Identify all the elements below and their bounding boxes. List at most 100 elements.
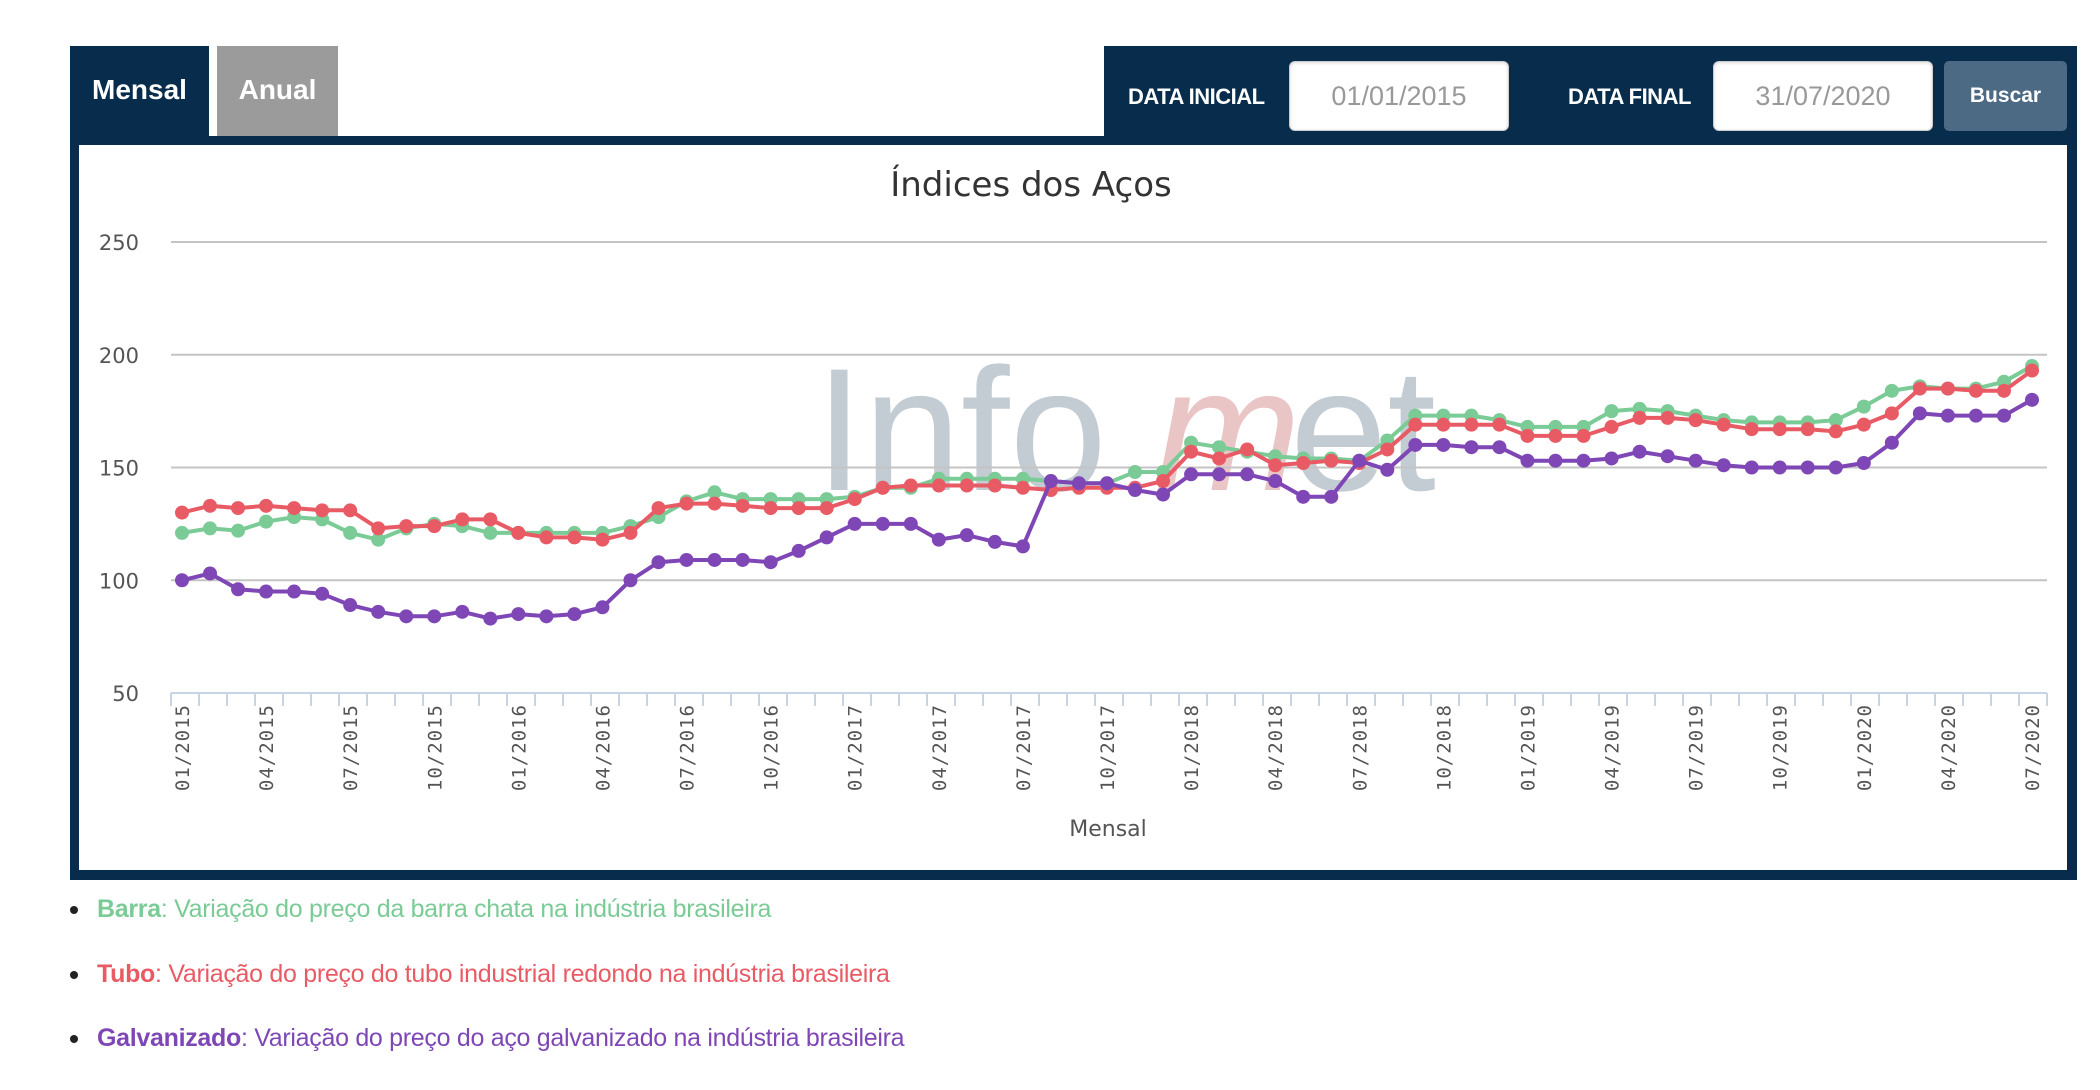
data-point — [1968, 383, 1983, 398]
data-point — [903, 478, 918, 493]
data-point — [483, 525, 498, 540]
data-point — [1128, 465, 1143, 480]
data-point — [399, 609, 414, 624]
x-tick-label: 07/2019 — [1686, 704, 1708, 791]
data-point — [595, 532, 610, 547]
data-point — [455, 512, 470, 527]
data-point — [1184, 444, 1199, 459]
data-point — [175, 573, 189, 588]
data-point — [1464, 440, 1479, 455]
tab-anual[interactable]: Anual — [217, 46, 338, 136]
data-point — [511, 607, 526, 622]
data-point — [1688, 453, 1703, 468]
data-point — [847, 492, 862, 507]
legend-item-tubo: Tubo: Variação do preço do tubo industri… — [70, 960, 890, 989]
data-point — [1212, 467, 1227, 482]
data-point — [1296, 455, 1311, 470]
data-point — [371, 604, 386, 619]
data-point — [1800, 460, 1815, 475]
data-point — [1128, 483, 1143, 498]
data-point — [343, 598, 358, 613]
end-date-input[interactable] — [1713, 61, 1933, 131]
data-point — [735, 498, 750, 513]
x-tick-label: 10/2015 — [424, 704, 446, 791]
data-point — [1968, 408, 1983, 423]
data-point — [1912, 381, 1927, 396]
data-point — [1688, 413, 1703, 428]
data-point — [903, 516, 918, 531]
data-point — [483, 512, 498, 527]
data-point — [1940, 381, 1955, 396]
data-point — [1492, 440, 1507, 455]
tab-mensal[interactable]: Mensal — [70, 46, 209, 136]
data-point — [1380, 462, 1395, 477]
data-point — [987, 534, 1002, 549]
data-point — [1520, 453, 1535, 468]
data-point — [707, 552, 722, 567]
data-point — [1744, 422, 1759, 437]
data-point — [1884, 406, 1899, 421]
x-tick-label: 01/2017 — [845, 704, 867, 791]
data-point — [2025, 363, 2039, 378]
data-point — [959, 528, 974, 543]
data-point — [651, 501, 666, 516]
x-tick-label: 04/2017 — [929, 704, 951, 791]
series-tubo — [175, 363, 2039, 547]
data-point — [1576, 428, 1591, 443]
data-point — [1576, 453, 1591, 468]
data-point — [1632, 410, 1647, 425]
legend-description: : Variação do preço do tubo industrial r… — [155, 960, 890, 988]
x-tick-label: 04/2016 — [592, 704, 614, 791]
x-tick-label: 04/2015 — [256, 704, 278, 791]
data-point — [259, 584, 274, 599]
data-point — [2025, 392, 2039, 407]
chart-title: Índices dos Aços — [890, 164, 1172, 205]
data-point — [287, 584, 302, 599]
data-point — [987, 478, 1002, 493]
data-point — [399, 519, 414, 534]
data-point — [567, 607, 582, 622]
data-point — [1632, 444, 1647, 459]
search-button[interactable]: Buscar — [1944, 61, 2067, 131]
data-point — [259, 498, 274, 513]
x-tick-label: 01/2015 — [172, 704, 194, 791]
x-tick-label: 07/2016 — [677, 704, 699, 791]
data-point — [1772, 422, 1787, 437]
data-point — [1520, 428, 1535, 443]
data-point — [231, 582, 246, 597]
x-tick-label: 01/2019 — [1517, 704, 1539, 791]
data-point — [511, 525, 526, 540]
data-point — [1604, 419, 1619, 434]
data-point — [1548, 428, 1563, 443]
data-point — [1716, 417, 1731, 432]
data-point — [1015, 480, 1030, 495]
data-point — [1660, 410, 1675, 425]
data-point — [735, 552, 750, 567]
data-point — [819, 501, 834, 516]
data-point — [1436, 417, 1451, 432]
data-point — [1492, 417, 1507, 432]
data-point — [203, 498, 218, 513]
data-point — [959, 478, 974, 493]
data-point — [1884, 435, 1899, 450]
data-point — [315, 586, 330, 601]
data-point — [1268, 458, 1283, 473]
data-point — [1184, 467, 1199, 482]
data-point — [1296, 489, 1311, 504]
data-point — [875, 516, 890, 531]
data-point — [931, 478, 946, 493]
data-point — [1716, 458, 1731, 473]
data-point — [259, 514, 274, 529]
bullet — [70, 1035, 78, 1044]
start-date-input[interactable] — [1289, 61, 1509, 131]
data-point — [875, 480, 890, 495]
x-tick-label: 07/2018 — [1349, 704, 1371, 791]
data-point — [1212, 440, 1227, 455]
y-tick-label: 150 — [99, 457, 139, 481]
data-point — [791, 543, 806, 558]
data-point — [1856, 417, 1871, 432]
data-point — [1940, 408, 1955, 423]
x-tick-label: 10/2017 — [1097, 704, 1119, 791]
x-tick-label: 07/2017 — [1013, 704, 1035, 791]
data-point — [1996, 383, 2011, 398]
